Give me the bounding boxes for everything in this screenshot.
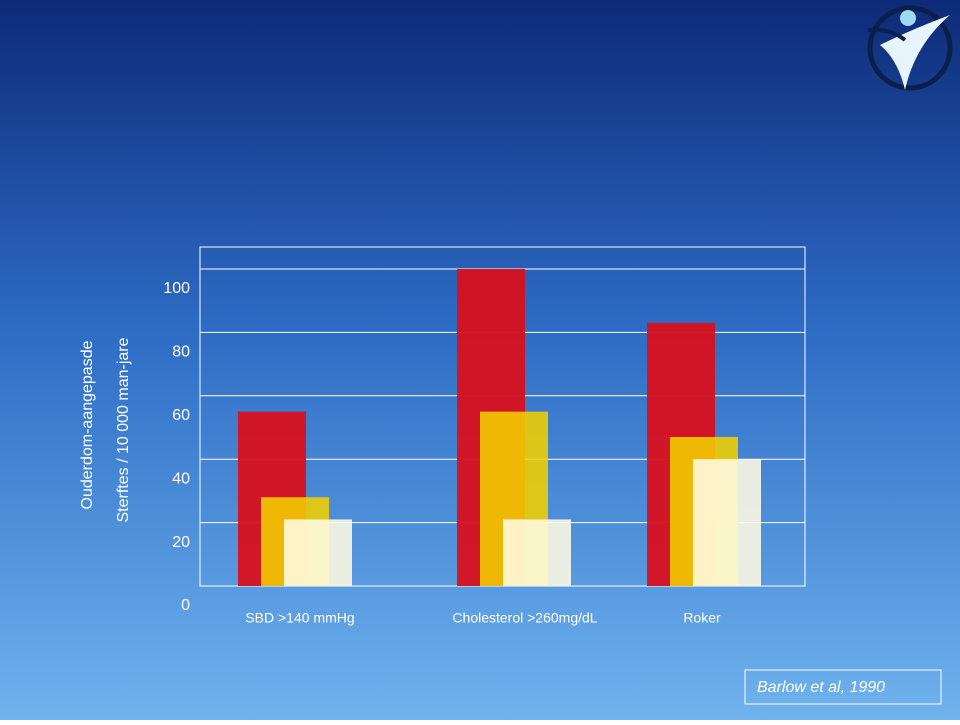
y-tick-label: 40 [172, 470, 190, 487]
bar [284, 519, 352, 586]
bar [503, 519, 571, 586]
y-tick-label: 100 [163, 280, 190, 297]
plot-area: 0 20 40 60 80 100 SBD >140 mmHg Cholesterol >26… [163, 246, 806, 626]
x-tick-label: Roker [683, 610, 721, 626]
bar [693, 459, 761, 586]
x-tick-label: SBD >140 mmHg [245, 610, 354, 626]
y-axis-label: Sterftes / 10 000 man-jare [115, 337, 132, 522]
y-axis-label: Ouderdom-aangepasde [79, 340, 96, 509]
logo [867, 5, 953, 91]
citation-box [744, 669, 942, 705]
x-tick-label: Cholesterol >260mg/dL [452, 610, 597, 626]
y-tick-label: 80 [172, 344, 190, 361]
citation: Barlow et al, 1990 [757, 679, 885, 696]
y-tick-label: 20 [172, 534, 190, 551]
y-tick-label: 0 [181, 597, 190, 614]
y-tick-label: 60 [172, 407, 190, 424]
